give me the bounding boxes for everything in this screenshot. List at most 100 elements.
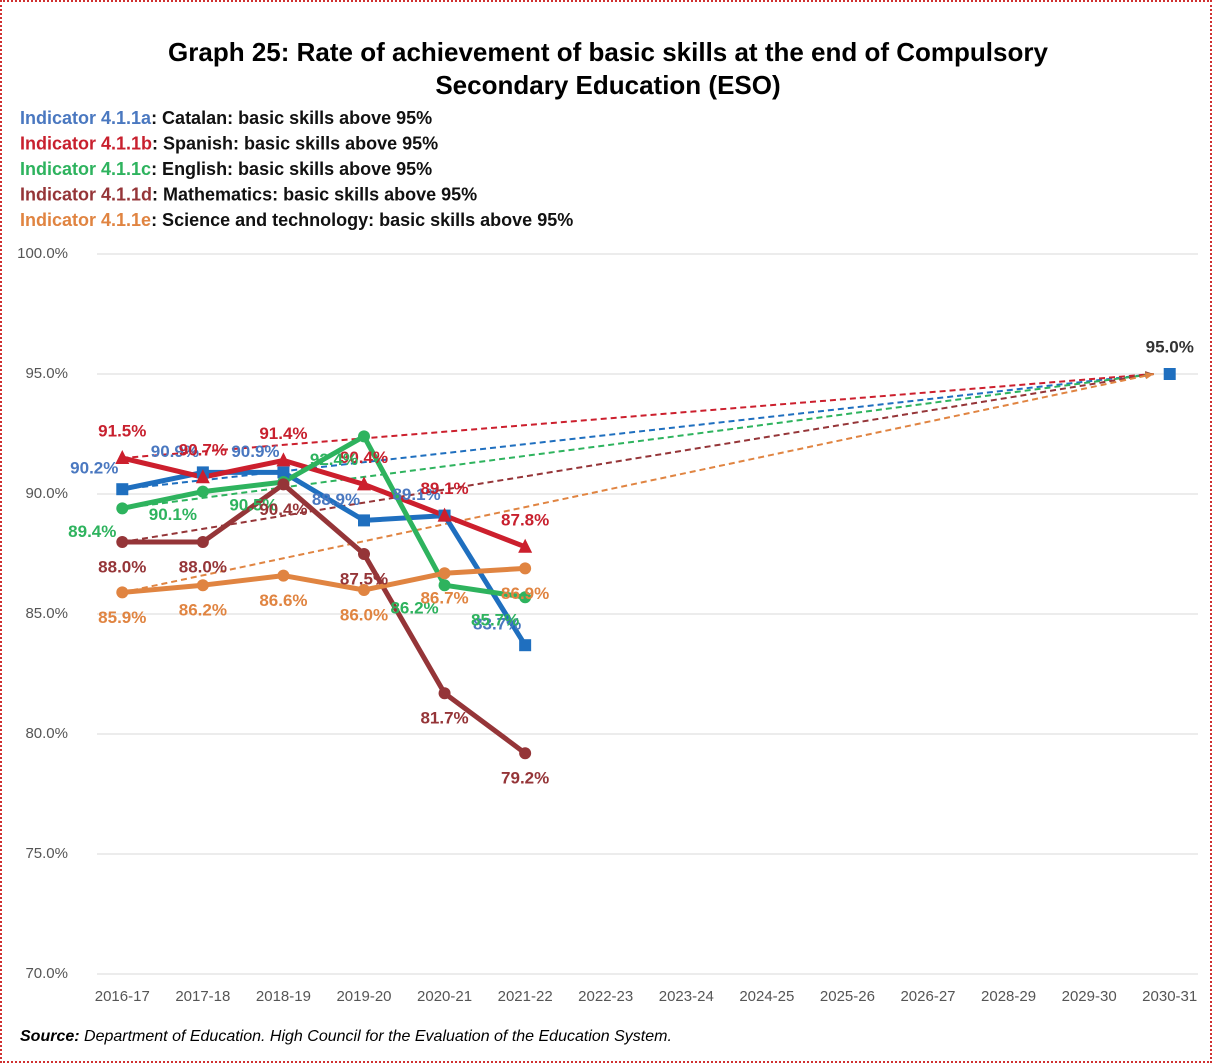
marker: [518, 538, 533, 553]
y-tick-label: 75.0%: [25, 845, 68, 862]
y-tick-label: 85.0%: [25, 605, 68, 622]
projection-line: [122, 373, 1154, 510]
x-tick-label: 2019-20: [336, 988, 391, 1005]
data-label: 86.6%: [259, 591, 307, 610]
data-label: 89.4%: [68, 522, 116, 541]
projection-line: [122, 373, 1154, 459]
marker: [519, 562, 532, 575]
marker: [358, 548, 370, 560]
marker: [438, 579, 451, 592]
data-label: 83.7%: [473, 615, 521, 634]
data-label: 90.2%: [70, 459, 118, 478]
source-label: Source:: [20, 1028, 80, 1045]
data-label: 90.9%: [151, 442, 199, 461]
marker: [196, 579, 209, 592]
x-tick-label: 2020-21: [417, 988, 472, 1005]
marker: [438, 687, 451, 700]
data-label: 88.0%: [98, 557, 146, 576]
data-label: 90.4%: [259, 500, 307, 519]
data-label: 86.2%: [390, 599, 438, 618]
marker: [116, 536, 129, 548]
series-line: [122, 565, 526, 595]
legend-description: : Catalan: basic skills above 95%: [151, 108, 432, 128]
projection-line: [122, 373, 1154, 491]
data-label: 88.9%: [312, 490, 360, 509]
chart-title: Graph 25: Rate of achievement of basic s…: [168, 37, 1048, 67]
data-label: 81.7%: [420, 709, 468, 728]
x-tick-label: 2017-18: [175, 988, 230, 1005]
marker: [196, 536, 209, 548]
marker: [519, 591, 532, 604]
marker: [277, 569, 290, 582]
marker: [519, 747, 532, 760]
legend-indicator: Indicator 4.1.1b: [20, 133, 152, 153]
legend-indicator: Indicator 4.1.1a: [20, 108, 152, 128]
data-label: 89.1%: [392, 485, 440, 504]
legend-entry: Indicator 4.1.1d: Mathematics: basic ski…: [20, 184, 477, 204]
marker: [437, 507, 452, 522]
x-tick-label: 2018-19: [256, 988, 311, 1005]
marker: [276, 452, 291, 467]
target-marker: [1163, 368, 1176, 380]
data-label: 95.0%: [1146, 337, 1194, 356]
data-label: 85.9%: [98, 608, 146, 627]
source: Source: Department of Education. High Co…: [20, 1028, 672, 1045]
legend-entry: Indicator 4.1.1c: English: basic skills …: [20, 159, 432, 179]
x-tick-label: 2022-23: [578, 988, 633, 1005]
x-tick-label: 2028-29: [981, 988, 1036, 1005]
projection-arrow: [1144, 372, 1154, 380]
series-line: [122, 481, 527, 756]
data-label: 86.9%: [501, 584, 549, 603]
marker: [358, 430, 370, 443]
marker: [357, 476, 371, 491]
legend-description: : Spanish: basic skills above 95%: [152, 133, 438, 153]
x-tick-label: 2021-22: [498, 988, 553, 1005]
legend-entry: Indicator 4.1.1b: Spanish: basic skills …: [20, 133, 438, 153]
y-tick-label: 95.0%: [25, 365, 68, 382]
legend-indicator: Indicator 4.1.1c: [20, 159, 151, 179]
legend-entry: Indicator 4.1.1a: Catalan: basic skills …: [20, 108, 432, 128]
y-tick-label: 70.0%: [25, 965, 68, 982]
legend-description: : English: basic skills above 95%: [151, 159, 432, 179]
data-label: 90.7%: [179, 441, 227, 460]
marker: [519, 639, 532, 652]
x-tick-label: 2023-24: [659, 988, 714, 1005]
data-label: 90.1%: [149, 505, 197, 524]
data-label: 79.2%: [501, 769, 549, 788]
marker: [277, 478, 290, 491]
projection-line: [122, 373, 1154, 543]
y-tick-label: 90.0%: [25, 485, 68, 502]
x-tick-label: 2030-31: [1142, 988, 1197, 1005]
legend-indicator: Indicator 4.1.1e: [20, 210, 151, 230]
marker: [358, 584, 370, 596]
marker: [115, 450, 130, 464]
marker: [196, 485, 209, 498]
x-tick-label: 2024-25: [739, 988, 794, 1005]
legend-description: : Mathematics: basic skills above 95%: [152, 184, 477, 204]
legend-description: : Science and technology: basic skills a…: [151, 210, 573, 230]
x-tick-label: 2029-30: [1062, 988, 1117, 1005]
x-tick-label: 2025-26: [820, 988, 875, 1005]
data-label: 91.5%: [98, 421, 146, 440]
source-text: Department of Education. High Council fo…: [80, 1028, 672, 1045]
legend-indicator: Indicator 4.1.1d: [20, 184, 152, 204]
marker: [116, 586, 129, 599]
data-label: 92.4%: [310, 450, 358, 469]
data-label: 86.0%: [340, 605, 388, 624]
projection-line: [122, 373, 1154, 594]
data-label: 86.7%: [420, 589, 468, 608]
marker: [277, 466, 290, 479]
data-label: 91.4%: [259, 424, 307, 443]
data-label: 85.7%: [471, 611, 519, 630]
marker: [358, 514, 370, 527]
data-label: 86.2%: [179, 601, 227, 620]
data-label: 87.8%: [501, 510, 549, 529]
data-label: 90.9%: [231, 442, 279, 461]
marker: [116, 502, 129, 515]
x-tick-label: 2026-27: [900, 988, 955, 1005]
y-tick-label: 80.0%: [25, 725, 68, 742]
x-tick-label: 2016-17: [95, 988, 150, 1005]
marker: [438, 567, 451, 580]
